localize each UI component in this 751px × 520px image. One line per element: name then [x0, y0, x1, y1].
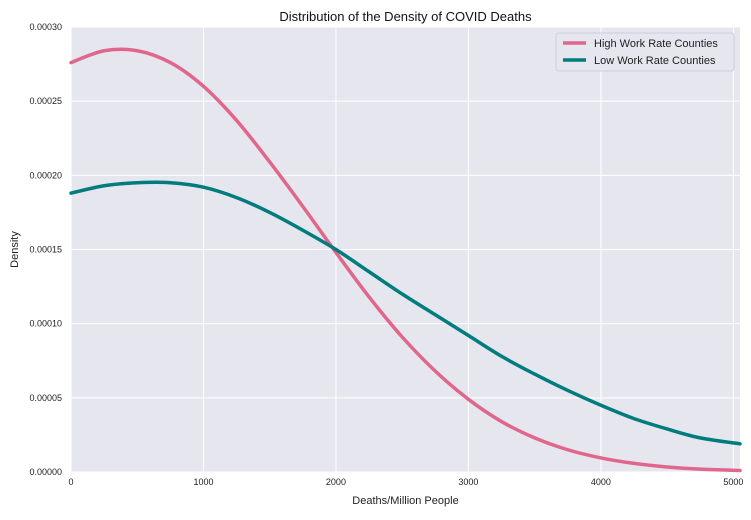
x-axis-label: Deaths/Million People: [352, 495, 458, 507]
y-axis-label: Density: [9, 231, 21, 268]
legend: High Work Rate Counties Low Work Rate Cou…: [555, 32, 735, 72]
series-line-high-work-rate: [69, 47, 742, 473]
y-tick-label: 0.00020: [29, 170, 62, 180]
series-lines: [69, 47, 742, 473]
x-tick-label: 4000: [591, 477, 611, 487]
y-tick-label: 0.00005: [29, 393, 62, 403]
series-line-low-work-rate: [69, 180, 742, 446]
x-tick-label: 3000: [458, 477, 478, 487]
legend-box: [555, 32, 735, 72]
y-tick-label: 0.00015: [29, 245, 62, 255]
legend-label: Low Work Rate Counties: [594, 55, 716, 67]
x-tick-label: 1000: [193, 477, 213, 487]
y-tick-label: 0.00010: [29, 319, 62, 329]
x-tick-label: 5000: [723, 477, 743, 487]
y-tick-label: 0.00000: [29, 467, 62, 477]
x-tick-label: 2000: [326, 477, 346, 487]
y-tick-label: 0.00025: [29, 96, 62, 106]
y-tick-label: 0.00030: [29, 22, 62, 32]
chart-title: Distribution of the Density of COVID Dea…: [279, 9, 532, 24]
legend-label: High Work Rate Counties: [594, 38, 718, 50]
x-tick-label: 0: [68, 477, 73, 487]
y-axis: 0.00000 0.00005 0.00010 0.00015 0.00020 0.000…: [29, 22, 62, 477]
x-axis: 0 1000 2000 3000 4000 5000: [68, 477, 743, 487]
